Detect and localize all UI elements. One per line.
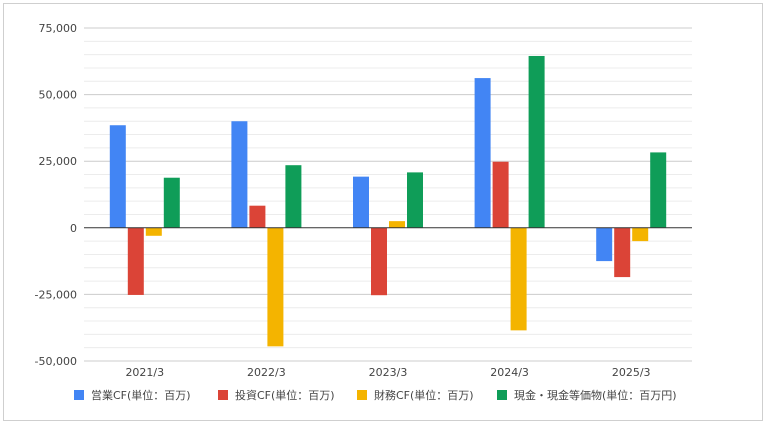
bar-1-2022/3 [231,121,248,228]
y-tick-label: -50,000 [35,355,77,368]
x-tick-label: 2025/3 [612,366,651,379]
bar-4-2021/3 [163,177,180,228]
legend-label-2: 投資CF(単位：百万) [235,388,335,402]
bar-1-2025/3 [596,227,613,262]
bar-3-2023/3 [389,221,405,228]
y-tick-label: -25,000 [35,288,77,301]
legend-swatch-4 [497,390,507,400]
y-tick-label: 0 [70,222,77,235]
bar-4-2025/3 [650,152,667,228]
bar-4-2023/3 [407,172,423,228]
bar-4-2022/3 [285,165,302,228]
bar-1-2021/3 [109,125,126,228]
bar-2-2023/3 [371,227,387,296]
legend-label-4: 現金・現金等価物(単位：百万円) [514,388,677,402]
legend-swatch-1 [74,390,84,400]
bar-1-2023/3 [353,176,369,228]
bar-4-2024/3 [528,55,545,228]
y-tick-label: 75,000 [39,22,78,35]
y-tick-label: 50,000 [39,89,78,102]
bar-2-2022/3 [249,205,266,228]
legend-swatch-3 [357,390,367,400]
legend-swatch-2 [218,390,228,400]
chart-frame [3,3,763,421]
x-tick-label: 2023/3 [369,366,408,379]
bar-1-2024/3 [474,78,491,228]
x-tick-label: 2021/3 [125,366,164,379]
x-tick-label: 2022/3 [247,366,286,379]
bar-2-2024/3 [492,161,509,228]
legend-label-3: 財務CF(単位：百万) [374,388,474,402]
bar-3-2021/3 [145,227,162,236]
x-tick-label: 2024/3 [490,366,529,379]
bar-2-2021/3 [127,227,144,295]
bar-2-2025/3 [614,227,631,278]
legend-label-1: 営業CF(単位：百万) [91,388,191,402]
bar-3-2025/3 [632,227,649,242]
bar-3-2022/3 [267,227,284,347]
bar-3-2024/3 [510,227,527,331]
y-tick-label: 25,000 [39,155,78,168]
